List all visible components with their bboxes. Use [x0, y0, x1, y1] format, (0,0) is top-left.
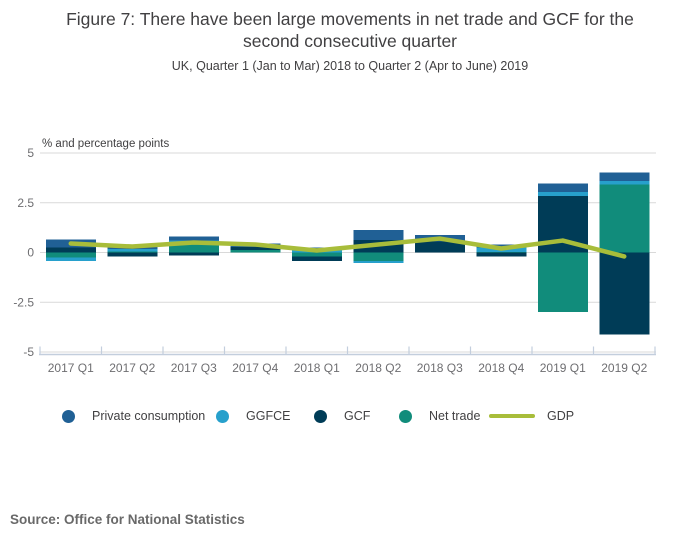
x-axis-label: 2019 Q1	[540, 361, 586, 375]
x-axis-label: 2018 Q4	[478, 361, 524, 375]
chart-subtitle: UK, Quarter 1 (Jan to Mar) 2018 to Quart…	[171, 59, 529, 73]
legend-swatch-net-trade	[399, 409, 412, 423]
bar-segment-net_trade	[599, 184, 650, 253]
x-axis-label: 2018 Q2	[355, 361, 401, 375]
bar-segment-pc	[537, 183, 588, 192]
bar-segment-pc	[168, 236, 219, 241]
bar-segment-net_trade	[45, 252, 96, 258]
bar-segment-gcf	[599, 252, 650, 335]
bar-segment-net_trade	[537, 252, 588, 313]
y-axis-tick-label: 2.5	[17, 196, 34, 210]
bar-segment-pc	[476, 244, 527, 248]
bar-segment-ggfce	[353, 260, 404, 264]
legend-label: GDP	[547, 409, 575, 423]
y-axis-tick-label: 5	[27, 146, 34, 160]
legend-swatch-private-consumption	[62, 409, 75, 423]
legend-item-ggfce[interactable]: GGFCE	[216, 406, 290, 426]
bar-segment-pc	[353, 230, 404, 241]
legend-swatch-gdp-line	[489, 414, 535, 418]
bar-segment-ggfce	[599, 181, 650, 185]
bar-segment-ggfce	[537, 191, 588, 196]
bar-segment-net_trade	[107, 251, 158, 253]
bar-segment-pc	[599, 172, 650, 182]
x-axis-label: 2017 Q2	[109, 361, 155, 375]
bar-segment-gcf	[45, 247, 96, 253]
bar-segment-ggfce	[107, 248, 158, 252]
legend-item-gdp[interactable]: GDP	[489, 406, 574, 426]
bar-segment-net_trade	[353, 252, 404, 261]
y-axis-tick-label: -2.5	[13, 295, 34, 309]
legend-label: Net trade	[429, 409, 481, 423]
bar-segment-ggfce	[45, 257, 96, 262]
bar-segment-net_trade	[476, 251, 527, 253]
x-axis-label: 2017 Q1	[48, 361, 94, 375]
y-axis-tick-label: 0	[27, 246, 34, 260]
x-axis-label: 2017 Q4	[232, 361, 278, 375]
bar-segment-gcf	[168, 252, 219, 256]
bar-segment-gcf	[476, 252, 527, 257]
legend-item-gcf[interactable]: GCF	[314, 406, 370, 426]
bar-segment-gcf	[230, 246, 281, 251]
chart-plot-area: % and percentage points 5 2.5 0 -2.5 -5 2017 Q…	[13, 138, 656, 375]
legend-swatch-gcf	[314, 409, 327, 423]
y-axis-tick-label: -5	[23, 345, 34, 359]
bar-segment-net_trade	[230, 250, 281, 253]
bar-segment-net_trade	[168, 244, 219, 253]
legend-item-private-consumption[interactable]: Private consumption	[62, 406, 205, 426]
x-axis-label: 2019 Q2	[601, 361, 647, 375]
chart-title: Figure 7: There have been large movement…	[66, 9, 634, 52]
gdp-line	[68, 236, 627, 259]
x-axis-label: 2018 Q3	[417, 361, 463, 375]
source-attribution: Source: Office for National Statistics	[10, 512, 245, 527]
x-axis-label: 2018 Q1	[294, 361, 340, 375]
bar-segment-net_trade	[291, 252, 342, 257]
y-axis-unit-label: % and percentage points	[42, 138, 169, 150]
legend-label: GGFCE	[246, 409, 291, 423]
legend-label: Private consumption	[92, 409, 206, 423]
x-axis-label: 2017 Q3	[171, 361, 217, 375]
bar-segment-gcf	[291, 256, 342, 262]
chart-legend: Private consumption GGFCE GCF Net trade …	[0, 406, 700, 426]
legend-item-net-trade[interactable]: Net trade	[399, 406, 480, 426]
legend-label: GCF	[344, 409, 371, 423]
legend-swatch-ggfce	[216, 409, 229, 423]
bar-segment-gcf	[414, 241, 465, 253]
bar-segment-gcf	[107, 252, 158, 257]
